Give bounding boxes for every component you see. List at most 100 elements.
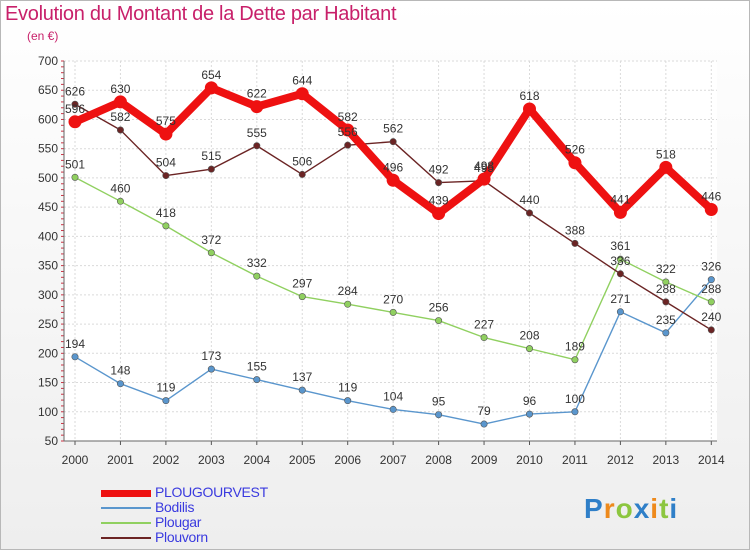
legend-item: PLOUGOURVEST: [101, 485, 341, 500]
data-point: [250, 100, 264, 114]
legend-item: Plougar: [101, 515, 341, 530]
data-point: [662, 298, 670, 306]
data-point: [523, 102, 536, 116]
data-point: [113, 95, 127, 109]
y-tick-label: 650: [38, 83, 58, 97]
data-label: 495: [474, 161, 494, 175]
data-label: 518: [656, 147, 676, 161]
y-tick-label: 100: [38, 405, 58, 419]
data-point: [707, 326, 715, 334]
data-labels: 194 148 119 173 155 137 119 104 95 79 96 100 271 235 3…: [65, 68, 722, 418]
data-label: 361: [610, 239, 630, 253]
data-label: 119: [338, 381, 357, 395]
data-point: [116, 380, 124, 388]
data-label: 582: [110, 110, 130, 124]
y-tick-label: 50: [45, 434, 59, 448]
data-label: 654: [201, 68, 221, 82]
data-label: 556: [338, 125, 358, 139]
data-point: [389, 138, 397, 146]
x-tick-label: 2007: [380, 453, 407, 467]
data-label: 596: [65, 102, 85, 116]
legend-label: Plougar: [155, 514, 202, 530]
legend-swatch: [101, 507, 151, 509]
data-point: [68, 115, 82, 129]
data-point: [207, 249, 215, 257]
data-label: 515: [201, 149, 221, 163]
data-point: [344, 300, 352, 308]
data-point: [616, 255, 624, 263]
y-tick-label: 400: [38, 229, 58, 243]
data-point: [616, 270, 624, 278]
y-tick-label: 300: [38, 288, 58, 302]
data-label: 235: [656, 313, 676, 327]
y-tick-label: 350: [38, 259, 58, 273]
data-point: [116, 197, 124, 205]
data-point: [571, 356, 579, 364]
data-point: [568, 156, 582, 170]
data-point: [525, 345, 533, 353]
data-label: 137: [292, 370, 312, 384]
x-tick-label: 2013: [652, 453, 679, 467]
data-point: [253, 272, 261, 280]
y-tick-label: 500: [38, 171, 58, 185]
x-tick-label: 2012: [607, 453, 634, 467]
data-label: 284: [338, 284, 358, 298]
data-label: 496: [383, 160, 403, 174]
data-point: [525, 209, 533, 217]
legend: PLOUGOURVEST Bodilis Plougar Plouvorn: [101, 485, 341, 545]
data-point: [162, 397, 170, 405]
y-tick-label: 700: [38, 54, 58, 68]
x-tick-label: 2001: [107, 453, 134, 467]
x-tick-label: 2004: [243, 453, 270, 467]
legend-item: Bodilis: [101, 500, 341, 515]
data-label: 446: [701, 189, 721, 203]
x-tick-label: 2014: [698, 453, 725, 467]
grid-lines: [64, 60, 717, 442]
data-point: [432, 207, 446, 221]
data-label: 256: [429, 301, 449, 315]
data-point: [613, 205, 627, 219]
data-label: 644: [292, 74, 312, 88]
data-label: 189: [565, 340, 585, 354]
data-label: 95: [432, 395, 446, 409]
data-label: 271: [610, 292, 630, 306]
data-point: [659, 160, 673, 174]
data-point: [435, 411, 443, 419]
data-label: 440: [519, 193, 539, 207]
data-label: 155: [247, 360, 267, 374]
data-label: 96: [523, 394, 537, 408]
data-point: [344, 141, 352, 149]
y-tick-label: 550: [38, 142, 58, 156]
data-label: 104: [383, 389, 403, 403]
data-label: 194: [65, 337, 85, 351]
data-label: 501: [65, 157, 85, 171]
data-point: [295, 87, 309, 101]
data-label: 326: [701, 260, 721, 274]
data-point: [477, 172, 491, 186]
data-point: [162, 172, 170, 180]
y-tick-label: 600: [38, 112, 58, 126]
data-label: 148: [110, 364, 130, 378]
data-point: [480, 420, 488, 428]
legend-item: Plouvorn: [101, 530, 341, 545]
chart-title: Evolution du Montant de la Dette par Hab…: [5, 3, 397, 25]
data-label: 504: [156, 156, 176, 170]
data-point: [159, 127, 173, 141]
data-label: 418: [156, 206, 176, 220]
data-label: 173: [201, 349, 221, 363]
data-label: 297: [292, 277, 312, 291]
data-point: [386, 173, 400, 187]
data-label: 388: [565, 223, 585, 237]
data-point: [707, 276, 715, 284]
data-point: [704, 202, 718, 216]
data-label: 270: [383, 292, 403, 306]
data-point: [525, 410, 533, 418]
x-tick-label: 2005: [289, 453, 316, 467]
axes: 50 100 150 200 250 300 350 400 450 500 550 600 650 70…: [38, 54, 725, 467]
data-point: [707, 298, 715, 306]
data-point: [435, 317, 443, 325]
legend-swatch: [101, 522, 151, 524]
x-tick-label: 2002: [153, 453, 180, 467]
data-label: 240: [701, 310, 721, 324]
data-label: 622: [247, 87, 267, 101]
